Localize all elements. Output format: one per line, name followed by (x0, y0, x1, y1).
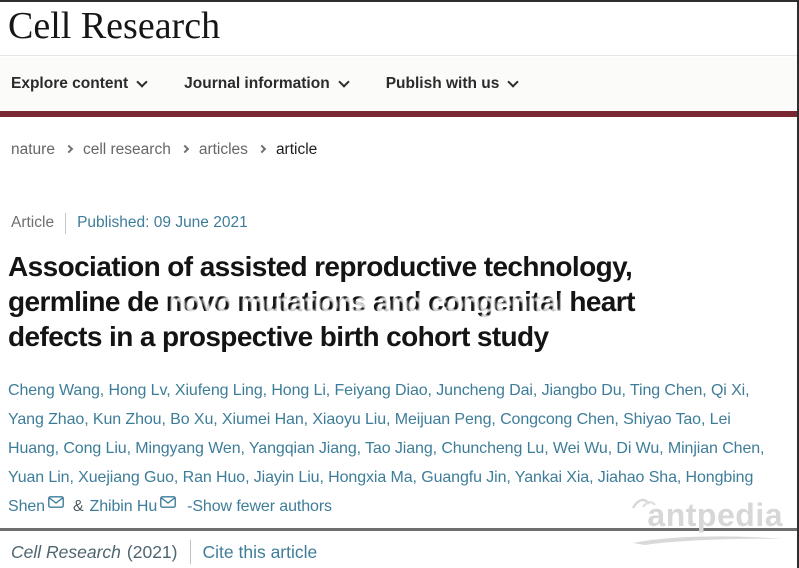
author-links-row[interactable]: Cheng Wang, Hong Lv, Xiufeng Ling, Hong … (8, 382, 750, 399)
nav-publish-with-us[interactable]: Publish with us (385, 75, 520, 93)
page-title: Association of assisted reproductive tec… (8, 249, 792, 354)
email-envelope-icon[interactable] (48, 495, 64, 508)
masthead: Cell Research (0, 2, 797, 56)
nav-journal-information[interactable]: Journal information (184, 75, 350, 93)
citation-journal-name: Cell Research (11, 541, 121, 562)
title-line-2-post: heart (562, 286, 635, 317)
chevron-down-icon (136, 76, 148, 88)
nav-label: Publish with us (385, 75, 500, 92)
email-envelope-icon[interactable] (160, 495, 177, 508)
citation-year: (2021) (126, 541, 178, 562)
meta-divider (65, 212, 67, 234)
main-navbar: Explore content Journal information Publ… (0, 57, 797, 111)
author-list: Cheng Wang, Hong Lv, Xiufeng Ling, Hong … (8, 376, 796, 521)
published-date: Published: 09 June 2021 (77, 214, 248, 231)
author-links-row[interactable]: Huang, Cong Liu, Mingyang Wen, Yangqian … (8, 440, 765, 457)
cite-this-article-link[interactable]: Cite this article (202, 541, 318, 562)
nav-explore-content[interactable]: Explore content (11, 75, 148, 93)
show-fewer-authors-link[interactable]: -Show fewer authors (187, 498, 332, 515)
author-link-shen[interactable]: Shen (8, 498, 45, 515)
chevron-down-icon (507, 76, 520, 88)
title-line-3: defects in a prospective birth cohort st… (8, 321, 549, 352)
chevron-down-icon (338, 76, 350, 88)
chevron-right-icon (180, 144, 190, 154)
author-link-zhibin-hu[interactable]: Zhibin Hu (89, 498, 158, 515)
citation-row: Cell Research (2021) Cite this article (11, 539, 317, 565)
antpedia-swoosh-icon (633, 536, 781, 545)
breadcrumb-nature[interactable]: nature (11, 141, 55, 158)
breadcrumb: nature cell research articles article (11, 138, 317, 162)
article-type-label: Article (11, 214, 55, 231)
journal-logo-text[interactable]: Cell Research (8, 5, 221, 47)
ampersand-text: & (72, 498, 84, 515)
nav-label: Explore content (11, 75, 129, 92)
journal-accent-bar (0, 111, 797, 117)
author-links-row[interactable]: Yuan Lin, Xuejiang Guo, Ran Huo, Jiayin … (8, 469, 754, 486)
article-meta-row: Article Published: 09 June 2021 (11, 212, 248, 234)
author-links-row[interactable]: Yang Zhao, Kun Zhou, Bo Xu, Xiumei Han, … (8, 411, 731, 428)
title-line-2-pre: germline de (8, 286, 166, 317)
breadcrumb-articles[interactable]: articles (198, 141, 248, 158)
breadcrumb-article-current: article (275, 141, 318, 158)
chevron-right-icon (64, 144, 74, 154)
author-links-last-row: Shen & Zhibin Hu -Show fewer authors (8, 492, 796, 521)
title-line-1: Association of assisted reproductive tec… (8, 251, 633, 282)
title-line-2: germline de novo mutations and congenita… (8, 284, 792, 319)
title-ghost-segment: novo mutations and congenital novo mutati… (165, 284, 566, 319)
nav-label: Journal information (184, 75, 330, 92)
title-ghost-base: novo mutations and congenital (165, 286, 563, 317)
section-divider (0, 528, 797, 531)
citation-divider (189, 540, 191, 564)
breadcrumb-cell-research[interactable]: cell research (82, 141, 171, 158)
chevron-right-icon (257, 144, 267, 154)
